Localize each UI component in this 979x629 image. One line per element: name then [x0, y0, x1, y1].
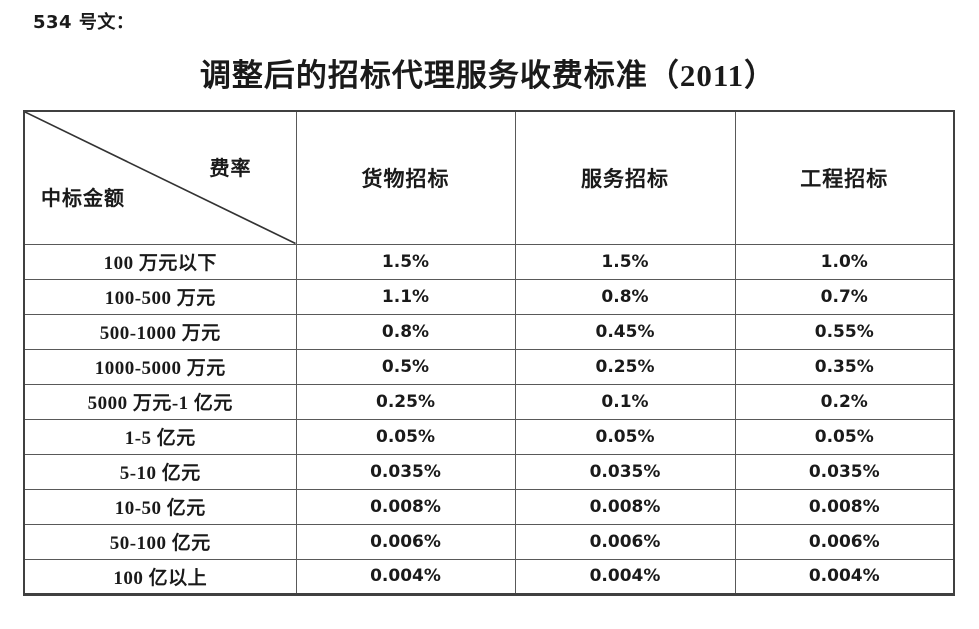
fee-cell: 0.008%	[734, 488, 955, 525]
fee-rate-table: 费率 中标金额 货物招标 服务招标 工程招标 100 万元以下 1.5% 1.5…	[23, 110, 955, 596]
fee-cell: 0.25%	[295, 383, 516, 420]
fee-cell: 1.1%	[295, 278, 516, 315]
fee-cell: 0.8%	[295, 313, 516, 350]
table-row: 1-5 亿元 0.05% 0.05% 0.05%	[23, 418, 955, 455]
fee-cell: 0.008%	[295, 488, 516, 525]
row-label-cell: 1-5 亿元	[23, 418, 297, 455]
column-header-services: 服务招标	[514, 110, 736, 245]
row-label-cell: 100-500 万元	[23, 278, 297, 315]
table-row: 100-500 万元 1.1% 0.8% 0.7%	[23, 278, 955, 315]
fee-cell: 0.035%	[295, 453, 516, 490]
fee-cell: 1.0%	[734, 243, 955, 280]
fee-cell: 0.006%	[734, 523, 955, 560]
column-header-engineering: 工程招标	[734, 110, 955, 245]
fee-cell: 1.5%	[514, 243, 736, 280]
fee-cell: 0.004%	[514, 558, 736, 595]
fee-cell: 1.5%	[295, 243, 516, 280]
column-header-goods: 货物招标	[295, 110, 516, 245]
row-label-cell: 100 亿以上	[23, 558, 297, 595]
diagonal-corner-cell: 费率 中标金额	[23, 110, 297, 245]
fee-cell: 0.7%	[734, 278, 955, 315]
page-title: 调整后的招标代理服务收费标准（2011）	[199, 58, 777, 93]
table-row: 500-1000 万元 0.8% 0.45% 0.55%	[23, 313, 955, 350]
fee-cell: 0.035%	[734, 453, 955, 490]
fee-cell: 0.006%	[295, 523, 516, 560]
fee-cell: 0.8%	[514, 278, 736, 315]
fee-cell: 0.35%	[734, 348, 955, 385]
table-row: 100 万元以下 1.5% 1.5% 1.0%	[23, 243, 955, 280]
fee-cell: 0.006%	[514, 523, 736, 560]
table-row: 100 亿以上 0.004% 0.004% 0.004%	[23, 558, 955, 595]
fee-cell: 0.25%	[514, 348, 736, 385]
table-row: 10-50 亿元 0.008% 0.008% 0.008%	[23, 488, 955, 525]
row-label-cell: 100 万元以下	[23, 243, 297, 280]
fee-cell: 0.035%	[514, 453, 736, 490]
fee-cell: 0.55%	[734, 313, 955, 350]
fee-cell: 0.5%	[295, 348, 516, 385]
fee-cell: 0.05%	[734, 418, 955, 455]
doc-number-label: 534 号文：	[33, 12, 135, 33]
table-row: 5-10 亿元 0.035% 0.035% 0.035%	[23, 453, 955, 490]
table-header-row: 费率 中标金额 货物招标 服务招标 工程招标	[23, 110, 955, 245]
row-label-cell: 50-100 亿元	[23, 523, 297, 560]
row-label-cell: 5-10 亿元	[23, 453, 297, 490]
fee-cell: 0.004%	[295, 558, 516, 595]
row-label-cell: 10-50 亿元	[23, 488, 297, 525]
fee-cell: 0.004%	[734, 558, 955, 595]
fee-cell: 0.1%	[514, 383, 736, 420]
fee-cell: 0.45%	[514, 313, 736, 350]
corner-label-bid-amount: 中标金额	[41, 188, 125, 210]
fee-cell: 0.008%	[514, 488, 736, 525]
table-row: 5000 万元-1 亿元 0.25% 0.1% 0.2%	[23, 383, 955, 420]
row-label-cell: 5000 万元-1 亿元	[23, 383, 297, 420]
table-row: 1000-5000 万元 0.5% 0.25% 0.35%	[23, 348, 955, 385]
corner-label-rate: 费率	[209, 158, 252, 180]
fee-cell: 0.05%	[514, 418, 736, 455]
fee-cell: 0.05%	[295, 418, 516, 455]
table-row: 50-100 亿元 0.006% 0.006% 0.006%	[23, 523, 955, 560]
row-label-cell: 500-1000 万元	[23, 313, 297, 350]
row-label-cell: 1000-5000 万元	[23, 348, 297, 385]
diagonal-line	[25, 112, 296, 244]
fee-cell: 0.2%	[734, 383, 955, 420]
